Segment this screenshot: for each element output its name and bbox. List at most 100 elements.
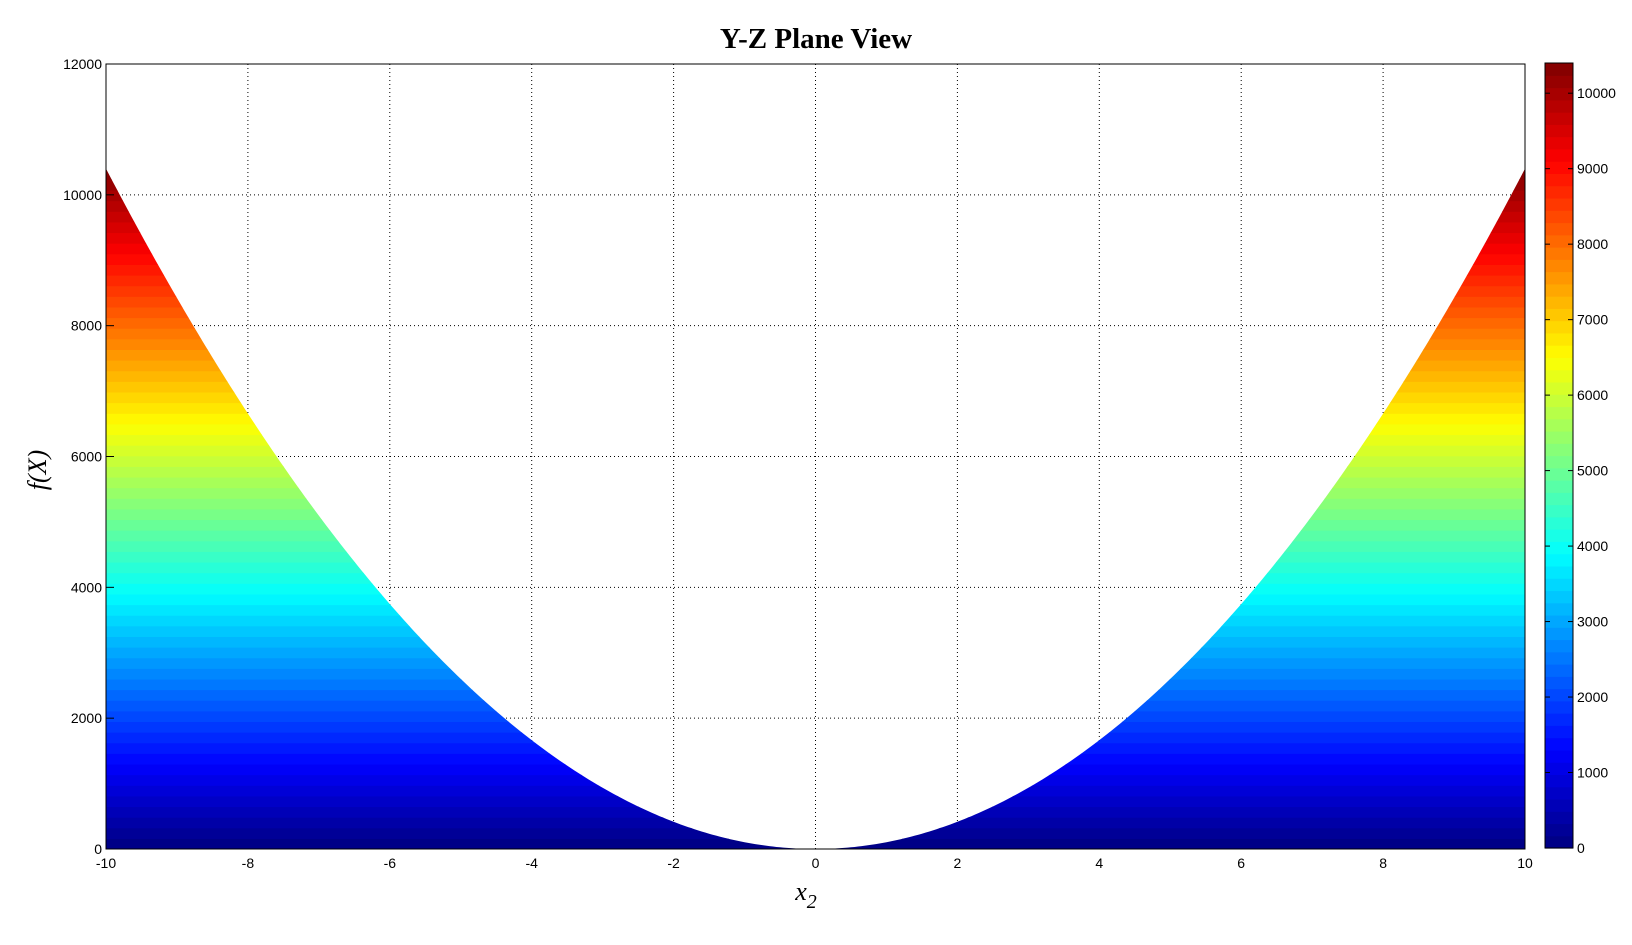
colorbar-band <box>1545 676 1573 690</box>
colorbar-band <box>1545 259 1573 273</box>
y-tick-label: 10000 <box>63 187 102 203</box>
colorbar-band <box>1545 173 1573 187</box>
colorbar-band <box>1545 578 1573 592</box>
colorbar-tick-label: 3000 <box>1577 614 1608 630</box>
colorbar-band <box>1545 553 1573 567</box>
fill-band <box>106 508 1525 521</box>
colorbar-band <box>1545 774 1573 788</box>
colorbar-band <box>1545 246 1573 260</box>
fill-band <box>106 168 1525 180</box>
colorbar-band <box>1545 529 1573 542</box>
colorbar-band <box>1545 99 1573 113</box>
y-tick-label: 4000 <box>71 579 102 595</box>
fill-band <box>106 232 1525 244</box>
fill-band <box>106 795 1525 808</box>
colorbar-tick-label: 0 <box>1577 840 1585 856</box>
x-tick-label: 0 <box>812 855 820 871</box>
colorbar-band <box>1545 516 1573 530</box>
fill-band <box>106 636 1525 648</box>
colorbar-band <box>1545 602 1573 616</box>
colorbar-band <box>1545 271 1573 285</box>
x-tick-label: -8 <box>242 855 255 871</box>
colorbar-band <box>1545 480 1573 493</box>
colorbar-band <box>1545 369 1573 383</box>
fill-band <box>106 264 1525 276</box>
fill-band <box>106 572 1525 584</box>
x-tick-label: -6 <box>384 855 397 871</box>
fill-band <box>106 604 1525 616</box>
colorbar-tick-label: 1000 <box>1577 765 1608 781</box>
colorbar-band <box>1545 406 1573 420</box>
y-axis: 0 2000 4000 6000 8000 10000 12000 <box>63 56 114 857</box>
fill-band <box>106 455 1525 467</box>
x-tick-label: 2 <box>954 855 962 871</box>
colorbar-band <box>1545 210 1573 224</box>
colorbar-tick-label: 9000 <box>1577 161 1608 177</box>
fill-band <box>106 753 1525 765</box>
y-tick-label: 12000 <box>63 56 102 72</box>
fill-band <box>106 349 1525 361</box>
colorbar-band <box>1545 63 1573 76</box>
colorbar-band <box>1545 786 1573 800</box>
colorbar-band <box>1545 283 1573 297</box>
colorbar-band <box>1545 185 1573 199</box>
colorbar-tick-label: 4000 <box>1577 538 1608 554</box>
colorbar-band <box>1545 504 1573 518</box>
colorbar-band <box>1545 148 1573 162</box>
colorbar-band <box>1545 455 1573 469</box>
colorbar-tick-label: 6000 <box>1577 387 1608 403</box>
fill-band <box>106 253 1525 265</box>
colorbar-band <box>1545 357 1573 371</box>
fill-band <box>106 423 1525 436</box>
fill-band <box>106 817 1525 829</box>
fill-band <box>106 317 1525 329</box>
y-tick-label: 8000 <box>71 318 102 334</box>
colorbar-band <box>1545 639 1573 653</box>
colorbar-band <box>1545 492 1573 506</box>
colorbar-band <box>1545 296 1573 309</box>
colorbar-band <box>1545 430 1573 444</box>
fill-band <box>106 625 1525 637</box>
x-tick-label: 10 <box>1517 855 1533 871</box>
colorbar-band <box>1545 234 1573 248</box>
colorbar-band <box>1545 651 1573 665</box>
colorbar-band <box>1545 688 1573 702</box>
fill-band <box>106 530 1525 542</box>
fill-band <box>106 721 1525 733</box>
y-tick-label: 2000 <box>71 710 102 726</box>
colorbar-band <box>1545 713 1573 726</box>
fill-band <box>106 498 1525 510</box>
colorbar-band <box>1545 345 1573 358</box>
fill-band <box>106 200 1525 212</box>
colorbar-band <box>1545 467 1573 481</box>
fill-band <box>106 413 1525 425</box>
fill-band <box>106 285 1525 297</box>
colorbar-band <box>1545 762 1573 776</box>
fill-band <box>106 700 1525 712</box>
x-tick-label: 6 <box>1237 855 1245 871</box>
fill-band <box>106 827 1525 839</box>
colorbar-band <box>1545 197 1573 211</box>
colorbar: 0 1000 2000 3000 4000 5000 6000 7000 8000 9000 100… <box>1544 62 1616 856</box>
fill-band <box>106 732 1525 744</box>
fill-band <box>106 381 1525 393</box>
colorbar-tick-label: 7000 <box>1577 312 1608 328</box>
y-tick-label: 0 <box>94 841 102 857</box>
colorbar-band <box>1545 565 1573 579</box>
colorbar-band <box>1545 798 1573 812</box>
x-tick-label: -2 <box>667 855 680 871</box>
colorbar-band <box>1545 320 1573 334</box>
y-tick-label: 6000 <box>71 449 102 465</box>
fill-band <box>106 221 1525 234</box>
filled-area <box>106 168 1525 850</box>
fill-band <box>106 763 1525 776</box>
colorbar-band <box>1545 394 1573 408</box>
fill-band <box>106 487 1525 499</box>
fill-band <box>106 296 1525 308</box>
fill-band <box>106 360 1525 372</box>
fill-band <box>106 189 1525 202</box>
fill-band <box>106 328 1525 340</box>
x-tick-label: 4 <box>1095 855 1103 871</box>
x-axis-label: x2 <box>794 877 817 913</box>
